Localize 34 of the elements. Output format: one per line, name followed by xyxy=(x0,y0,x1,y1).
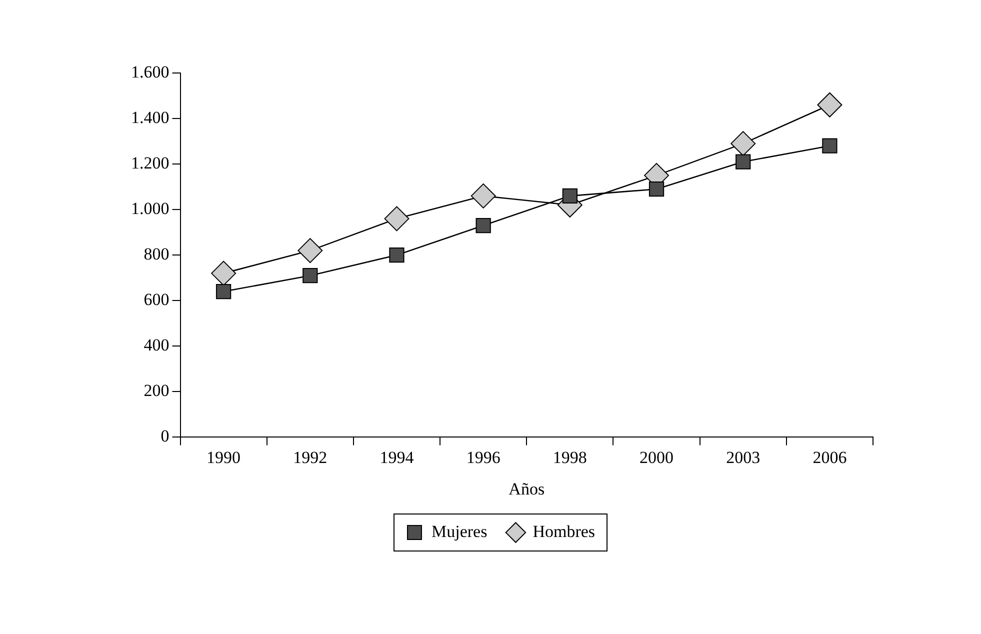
point xyxy=(476,218,491,234)
y-tick-label: 1.400 xyxy=(131,108,170,127)
x-tick-label: 1994 xyxy=(380,448,414,467)
point xyxy=(562,188,578,204)
y-tick-label: 1.000 xyxy=(131,199,170,218)
x-axis-title: Años xyxy=(508,479,545,498)
x-tick-label: 2003 xyxy=(726,448,760,467)
point xyxy=(298,238,323,264)
point xyxy=(736,154,751,170)
y-tick-label: 800 xyxy=(144,244,170,264)
point xyxy=(389,248,404,263)
y-tick-label: 1.600 xyxy=(131,62,170,82)
y-tick-label: 1.200 xyxy=(131,154,170,173)
point xyxy=(302,268,318,284)
point xyxy=(211,260,236,286)
x-tick-label: 2006 xyxy=(812,448,847,467)
point xyxy=(730,131,756,156)
y-tick-label: 200 xyxy=(144,381,170,400)
y-tick-label: 600 xyxy=(144,290,170,310)
x-tick-label: 2000 xyxy=(640,448,674,467)
legend-label: Mujeres xyxy=(431,522,488,541)
x-tick-label: 1992 xyxy=(293,448,328,467)
point xyxy=(384,206,410,232)
legend-label: Hombres xyxy=(532,522,596,541)
point xyxy=(648,182,664,197)
x-tick-label: 1998 xyxy=(552,448,587,467)
y-tick-label: 400 xyxy=(144,336,170,355)
point xyxy=(470,183,496,208)
point xyxy=(216,284,232,300)
point xyxy=(822,138,838,154)
x-tick-label: 1990 xyxy=(206,448,241,467)
point xyxy=(817,92,842,118)
y-tick-label: 0 xyxy=(160,426,170,446)
x-tick-label: 1996 xyxy=(466,448,500,467)
